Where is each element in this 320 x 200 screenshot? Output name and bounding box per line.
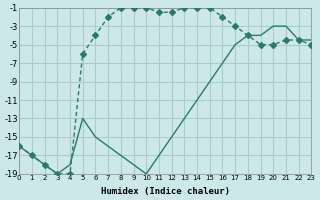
X-axis label: Humidex (Indice chaleur): Humidex (Indice chaleur) <box>101 187 230 196</box>
